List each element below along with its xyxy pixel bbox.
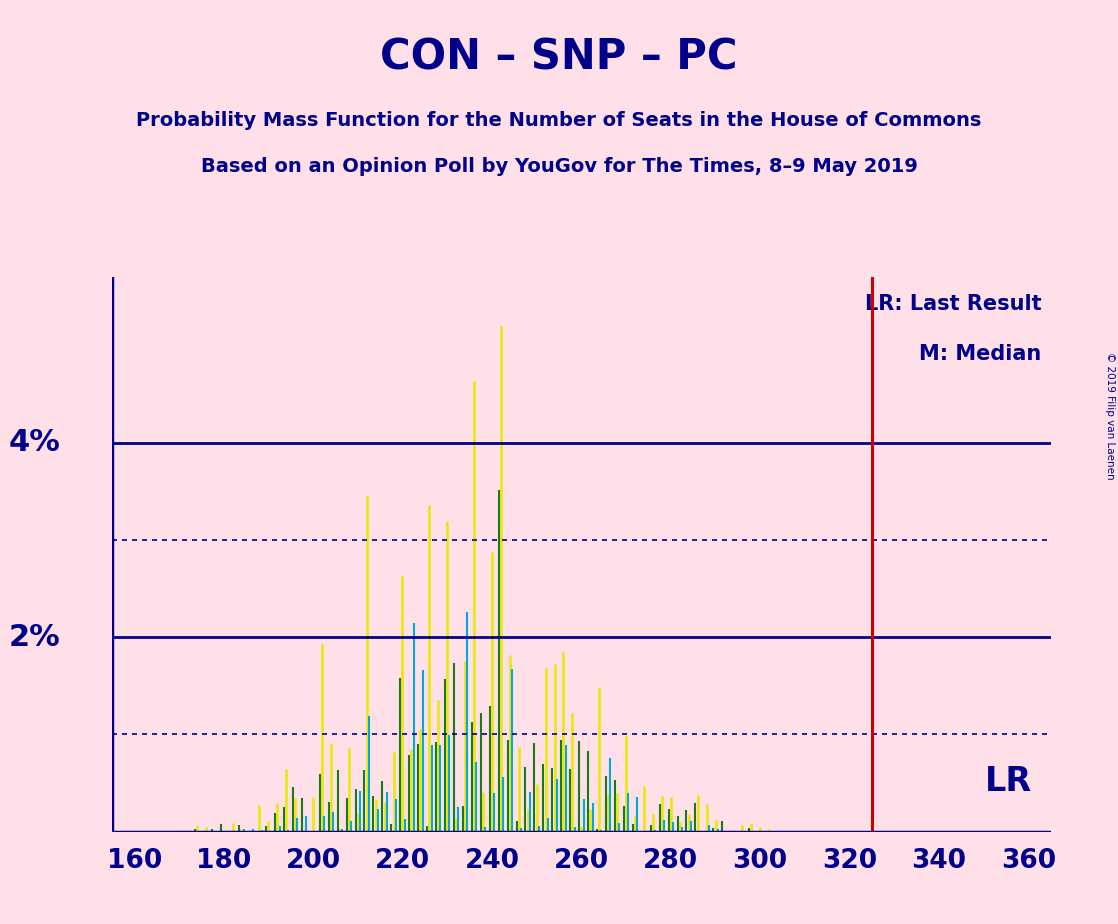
Text: CON – SNP – PC: CON – SNP – PC xyxy=(380,37,738,79)
Text: M: Median: M: Median xyxy=(919,344,1042,364)
Text: Based on an Opinion Poll by YouGov for The Times, 8–9 May 2019: Based on an Opinion Poll by YouGov for T… xyxy=(200,157,918,176)
Text: LR: Last Result: LR: Last Result xyxy=(865,294,1042,314)
Text: 4%: 4% xyxy=(8,428,60,457)
Text: Probability Mass Function for the Number of Seats in the House of Commons: Probability Mass Function for the Number… xyxy=(136,111,982,130)
Text: 2%: 2% xyxy=(9,623,60,651)
Text: © 2019 Filip van Laenen: © 2019 Filip van Laenen xyxy=(1106,352,1115,480)
Text: LR: LR xyxy=(985,765,1032,798)
